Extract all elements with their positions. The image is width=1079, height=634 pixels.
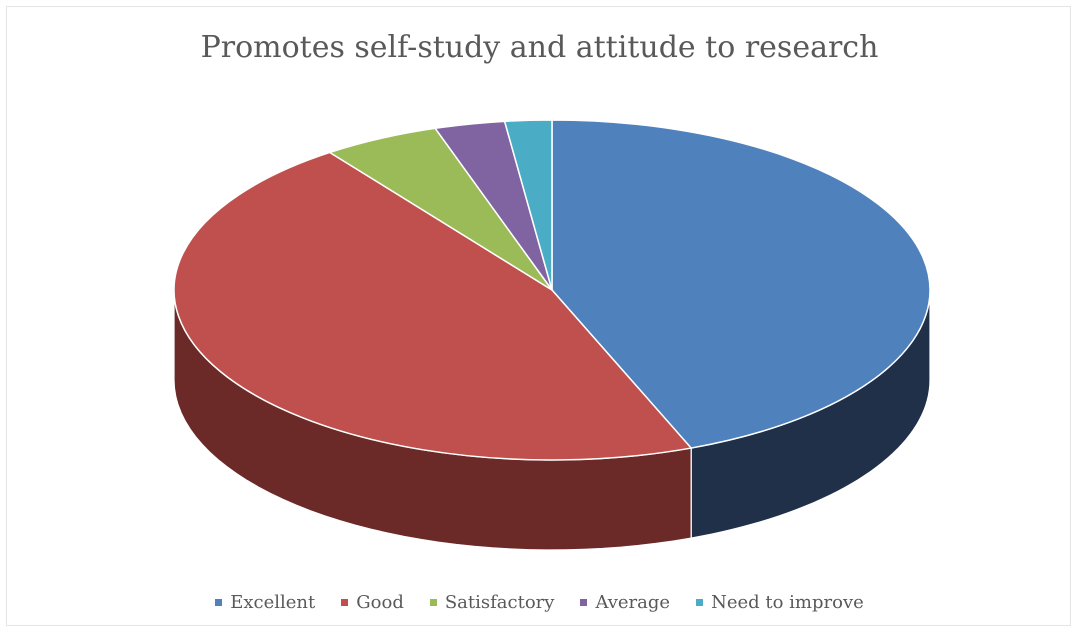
pie-slice-good (173, 151, 693, 461)
pie-slice-excellent (551, 119, 931, 449)
legend: Excellent Good Satisfactory Average Need… (0, 592, 1079, 613)
pie-slice-need-to-improve (503, 119, 553, 291)
legend-item-average: Average (580, 592, 670, 613)
legend-swatch-average (580, 599, 588, 606)
chart-title: Promotes self-study and attitude to rese… (200, 30, 879, 65)
legend-item-need-to-improve: Need to improve (696, 592, 864, 613)
legend-label-need-to-improve: Need to improve (711, 592, 864, 613)
legend-item-good: Good (341, 592, 404, 613)
legend-swatch-excellent (215, 599, 223, 606)
legend-swatch-good (341, 599, 349, 606)
legend-label-satisfactory: Satisfactory (444, 592, 555, 613)
legend-item-excellent: Excellent (215, 592, 315, 613)
pie-tops (173, 119, 931, 461)
legend-swatch-need-to-improve (696, 599, 704, 606)
legend-swatch-satisfactory (429, 599, 437, 606)
legend-label-excellent: Excellent (230, 592, 316, 613)
legend-label-average: Average (595, 592, 671, 613)
legend-label-good: Good (356, 592, 404, 613)
legend-item-satisfactory: Satisfactory (429, 592, 555, 613)
